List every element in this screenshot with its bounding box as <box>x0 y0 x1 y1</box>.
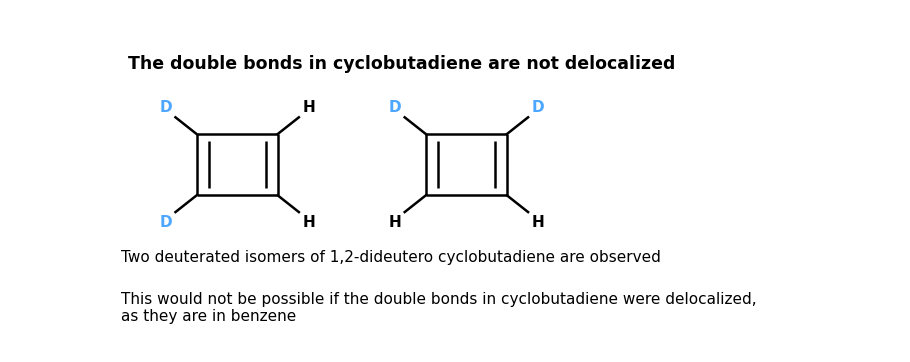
Text: Two deuterated isomers of 1,2-dideutero cyclobutadiene are observed: Two deuterated isomers of 1,2-dideutero … <box>121 250 661 265</box>
Text: D: D <box>389 100 401 114</box>
Text: This would not be possible if the double bonds in cyclobutadiene were delocalize: This would not be possible if the double… <box>121 291 756 324</box>
Text: H: H <box>302 100 315 114</box>
Text: The double bonds in cyclobutadiene are not delocalized: The double bonds in cyclobutadiene are n… <box>127 55 675 73</box>
Text: H: H <box>302 215 315 230</box>
Text: D: D <box>531 100 544 114</box>
Text: D: D <box>159 100 172 114</box>
Text: D: D <box>159 215 172 230</box>
Text: H: H <box>531 215 544 230</box>
Text: H: H <box>389 215 401 230</box>
